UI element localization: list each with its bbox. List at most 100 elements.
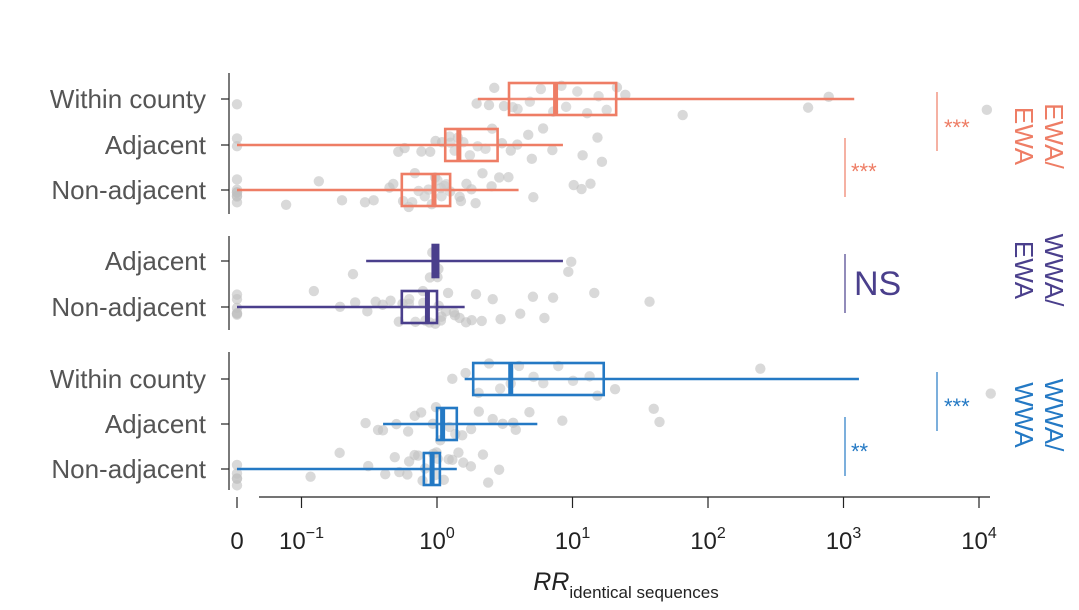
data-point [415, 407, 427, 418]
data-point [592, 132, 603, 143]
data-point [313, 176, 325, 187]
data-point [755, 363, 766, 374]
group-label: WWA/ [1039, 379, 1069, 452]
category-label: Non-adjacent [51, 454, 206, 484]
data-point [482, 477, 494, 488]
data-point [620, 89, 631, 101]
data-point [453, 447, 464, 458]
data-point [402, 426, 414, 437]
iqr-box [507, 81, 618, 117]
data-point [477, 449, 489, 460]
x-tick-label: 101 [555, 525, 591, 555]
data-point [609, 383, 621, 395]
group-label: EWA [1009, 107, 1039, 166]
data-point [416, 146, 427, 157]
iqr-box [471, 361, 606, 397]
category-label: Within county [50, 84, 206, 114]
data-point [388, 178, 399, 190]
data-point [347, 268, 359, 280]
data-point [455, 195, 467, 207]
iqr-box [435, 406, 459, 442]
x-tick-label: 100 [419, 525, 455, 555]
data-point [677, 109, 688, 121]
category-label: Adjacent [105, 246, 207, 276]
data-point [577, 150, 588, 161]
data-point [377, 425, 389, 436]
data-point [231, 308, 243, 319]
data-point [510, 424, 521, 436]
data-point [440, 306, 452, 317]
data-point [601, 104, 612, 116]
data-point [644, 296, 655, 307]
data-point [464, 150, 476, 161]
data-point [412, 450, 424, 461]
data-point [802, 102, 814, 113]
category-label: Non-adjacent [51, 292, 206, 322]
data-point [476, 315, 487, 327]
data-point [576, 183, 587, 195]
data-point [495, 313, 506, 325]
data-point [447, 454, 458, 466]
data-point [465, 461, 477, 472]
data-point [498, 100, 510, 112]
significance-label: *** [851, 159, 877, 184]
data-point [537, 123, 549, 134]
data-point [494, 383, 506, 394]
data-point [596, 156, 608, 168]
data-point [362, 306, 373, 317]
data-point [280, 199, 292, 210]
data-point [424, 146, 436, 157]
significance-label: *** [944, 115, 970, 140]
data-point [523, 129, 534, 141]
data-point [456, 430, 468, 441]
group-label: EWA/ [1039, 103, 1069, 169]
x-axis-label: RRidentical sequences [533, 568, 718, 602]
data-point [444, 131, 455, 142]
data-point [460, 367, 471, 379]
data-point [231, 99, 243, 110]
data-point [512, 103, 523, 115]
data-point [528, 191, 539, 203]
data-point [471, 98, 482, 109]
category-label: Adjacent [105, 409, 207, 439]
data-point [539, 312, 550, 324]
iqr-box [400, 289, 439, 325]
data-point [560, 101, 572, 113]
data-point [566, 256, 577, 268]
data-point [515, 308, 526, 319]
data-point [231, 191, 243, 202]
group-label: WWA/ [1039, 234, 1069, 307]
data-point [527, 291, 539, 302]
category-label: Adjacent [105, 130, 207, 160]
data-point [231, 174, 243, 185]
data-point [442, 287, 454, 299]
data-point [526, 153, 538, 165]
data-point [466, 314, 477, 326]
data-point [654, 416, 665, 428]
significance-label: *** [944, 394, 970, 419]
significance-label: NS [854, 265, 901, 303]
data-point [438, 474, 449, 486]
data-point [487, 413, 498, 425]
data-point [385, 295, 396, 306]
significance-label: ** [851, 439, 869, 464]
data-point [494, 172, 505, 183]
data-point [305, 471, 316, 482]
iqr-box [400, 172, 452, 208]
data-point [535, 83, 547, 95]
data-point [477, 168, 488, 179]
data-point [231, 473, 243, 484]
data-point [473, 406, 485, 417]
data-point [359, 197, 371, 208]
x-tick-label: 103 [826, 525, 862, 555]
x-tick-label: 102 [690, 525, 726, 555]
data-point [585, 178, 596, 189]
data-point [231, 289, 243, 300]
data-point [402, 469, 413, 480]
data-point [985, 388, 996, 399]
group-label: WWA [1009, 382, 1039, 448]
data-point [368, 195, 379, 206]
data-point [503, 171, 514, 183]
data-point [493, 464, 505, 475]
